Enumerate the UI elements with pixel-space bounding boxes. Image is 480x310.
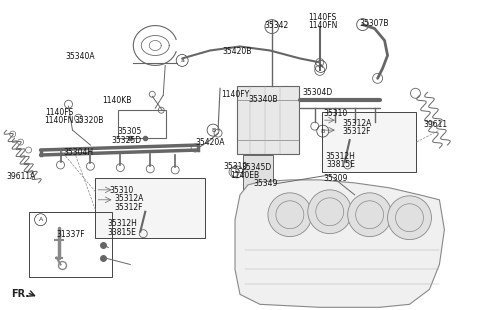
Text: B: B xyxy=(321,129,325,134)
Text: 35342: 35342 xyxy=(264,20,288,29)
Text: B: B xyxy=(211,128,215,133)
Bar xyxy=(322,112,417,172)
Text: 1140EB: 1140EB xyxy=(230,171,259,180)
Bar xyxy=(237,86,299,154)
Text: 35345D: 35345D xyxy=(241,163,271,172)
Text: 33815E: 33815E xyxy=(327,160,356,169)
Text: 35312H: 35312H xyxy=(326,152,356,161)
Text: 39611: 39611 xyxy=(423,120,447,129)
Text: 35420B: 35420B xyxy=(222,47,252,56)
Text: 31337F: 31337F xyxy=(57,230,85,239)
Text: 35312A: 35312A xyxy=(114,194,144,203)
Text: 35325D: 35325D xyxy=(111,136,141,145)
Text: 1140FS: 1140FS xyxy=(308,13,336,22)
Bar xyxy=(243,155,273,193)
Text: 39611A: 39611A xyxy=(7,172,36,181)
Text: 35320B: 35320B xyxy=(74,116,103,125)
Text: 1140KB: 1140KB xyxy=(102,96,132,105)
Text: 35340B: 35340B xyxy=(248,95,277,104)
Text: D: D xyxy=(235,170,240,175)
Text: 35420A: 35420A xyxy=(195,138,225,147)
Text: 33815E: 33815E xyxy=(108,228,136,237)
Text: 35310: 35310 xyxy=(223,162,247,171)
Text: 35305: 35305 xyxy=(117,127,141,136)
Text: 35349: 35349 xyxy=(253,179,277,188)
Text: A: A xyxy=(38,217,43,222)
Text: 35312F: 35312F xyxy=(343,127,371,136)
Circle shape xyxy=(308,190,352,234)
Text: 1140FN: 1140FN xyxy=(308,20,337,29)
Text: 35312A: 35312A xyxy=(343,119,372,128)
Text: 35310: 35310 xyxy=(324,109,348,118)
Text: 35309: 35309 xyxy=(324,174,348,183)
Bar xyxy=(96,178,205,238)
Bar xyxy=(29,212,112,277)
Text: 1140FN: 1140FN xyxy=(44,116,73,125)
Text: A: A xyxy=(319,64,323,69)
Text: 35312F: 35312F xyxy=(114,203,143,212)
Text: 35340A: 35340A xyxy=(66,52,96,61)
Text: 35307B: 35307B xyxy=(360,19,389,28)
Bar xyxy=(119,110,166,138)
Text: 35304D: 35304D xyxy=(303,88,333,97)
Circle shape xyxy=(348,193,392,237)
Circle shape xyxy=(387,196,432,240)
Text: 35304H: 35304H xyxy=(63,148,94,157)
Text: 35312H: 35312H xyxy=(108,219,137,228)
Polygon shape xyxy=(235,180,444,307)
Text: 1140FY: 1140FY xyxy=(221,90,249,99)
Text: a: a xyxy=(180,58,184,63)
Circle shape xyxy=(268,193,312,237)
Text: 35310: 35310 xyxy=(109,186,133,195)
Text: 1140FS: 1140FS xyxy=(45,108,73,117)
Text: FR.: FR. xyxy=(11,289,29,299)
